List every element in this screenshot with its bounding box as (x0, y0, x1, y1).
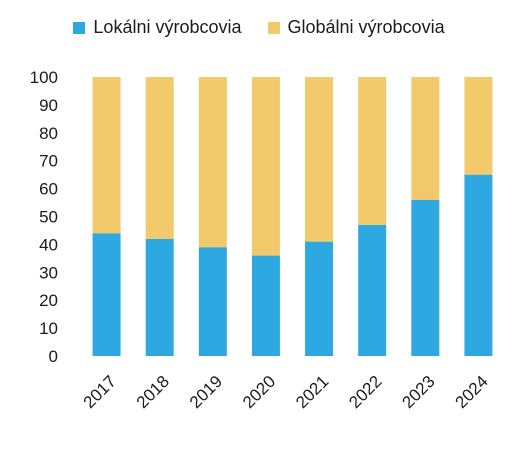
bar-local-2024 (464, 174, 493, 356)
x-tick-label: 2023 (398, 372, 438, 412)
y-tick-label: 100 (30, 68, 58, 87)
x-tick-label: 2018 (133, 372, 173, 412)
legend-swatch-local (73, 21, 86, 34)
y-tick-label: 70 (39, 152, 58, 171)
y-tick-label: 80 (39, 124, 58, 143)
y-tick-label: 90 (39, 96, 58, 115)
bar-local-2023 (411, 199, 440, 356)
bar-local-2017 (92, 233, 121, 356)
bar-global-2019 (198, 77, 227, 248)
bar-local-2018 (145, 238, 174, 356)
bar-local-2020 (251, 255, 280, 356)
x-tick-label: 2021 (292, 372, 332, 412)
legend-item-local: Lokálni výrobcovia (73, 17, 242, 38)
x-tick-label: 2024 (452, 372, 492, 412)
y-tick-label: 10 (39, 319, 58, 338)
bar-local-2022 (358, 224, 387, 356)
legend: Lokálni výrobcovia Globálni výrobcovia (0, 17, 518, 38)
bar-local-2021 (305, 241, 334, 356)
y-tick-label: 0 (49, 347, 58, 366)
bar-global-2024 (464, 77, 493, 175)
x-tick-label: 2020 (239, 372, 279, 412)
y-tick-label: 20 (39, 291, 58, 310)
bar-global-2022 (358, 77, 387, 225)
x-tick-label: 2022 (345, 372, 385, 412)
bar-global-2023 (411, 77, 440, 200)
y-tick-label: 50 (39, 208, 58, 227)
bar-global-2021 (305, 77, 334, 242)
y-tick-label: 60 (39, 180, 58, 199)
x-tick-label: 2019 (186, 372, 226, 412)
legend-label-global: Globálni výrobcovia (287, 17, 445, 37)
legend-label-local: Lokálni výrobcovia (93, 17, 242, 37)
y-tick-label: 30 (39, 263, 58, 282)
bar-local-2019 (198, 247, 227, 356)
bar-global-2017 (92, 77, 121, 234)
legend-item-global: Globálni výrobcovia (267, 17, 445, 38)
legend-swatch-global (267, 21, 280, 34)
bar-global-2018 (145, 77, 174, 239)
x-tick-label: 2017 (80, 372, 120, 412)
bar-global-2020 (251, 77, 280, 256)
y-tick-label: 40 (39, 235, 58, 254)
